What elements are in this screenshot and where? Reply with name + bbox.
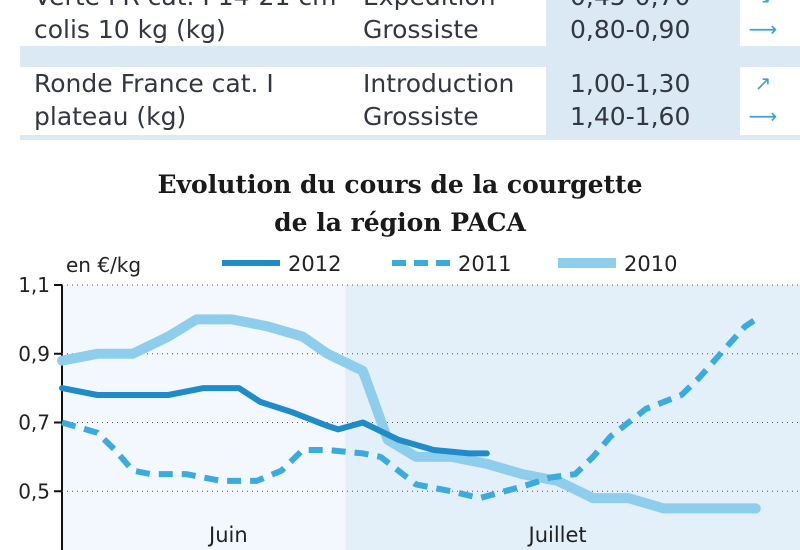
chart-title-line-1: Evolution du cours de la courgette: [157, 170, 643, 199]
chart-legend: 2012 2011 2010: [222, 252, 677, 276]
stage-line: Grossiste: [363, 15, 479, 44]
table-row: Verte FR cat. I 14-21 cm colis 10 kg (kg…: [20, 0, 800, 46]
trend-cell: ↗ ⟶: [738, 67, 788, 133]
product-line: Ronde France cat. I: [34, 69, 274, 98]
trend-cell: ↘ ⟶: [738, 0, 788, 46]
legend-label-2012: 2012: [288, 252, 341, 276]
arrow-up-right-icon: ↗: [754, 71, 772, 95]
y-axis-label: en €/kg: [66, 253, 141, 277]
y-tick-label: 0,9: [18, 342, 50, 366]
x-month-label: Juillet: [527, 523, 587, 547]
table-row: Ronde France cat. I plateau (kg) Introdu…: [20, 67, 800, 135]
product-cell: Ronde France cat. I plateau (kg): [34, 67, 314, 135]
x-month-label: Juin: [207, 523, 248, 547]
stage-cell: Introduction Grossiste: [363, 67, 563, 135]
stage-line: Expédition: [363, 0, 563, 13]
stage-cell: Expédition Grossiste: [363, 0, 563, 46]
y-tick-label: 0,5: [18, 479, 50, 503]
legend-label-2011: 2011: [458, 252, 511, 276]
chart-axes: 0,3 0,5 0,7 0,9 1,1 Juin Juillet: [18, 273, 800, 550]
chart-title-line-2: de la région PACA: [274, 208, 526, 237]
arrow-down-right-icon: ↘: [738, 0, 788, 13]
price-cell: 0,45-0,70 0,80-0,90: [546, 0, 740, 46]
product-line: colis 10 kg (kg): [34, 15, 226, 44]
price-cell: 1,00-1,30 1,40-1,60: [546, 67, 740, 135]
legend-label-2010: 2010: [624, 252, 677, 276]
price-line: 1,00-1,30: [570, 69, 691, 98]
product-line: Verte FR cat. I 14-21 cm: [34, 0, 336, 13]
price-line: 0,45-0,70: [570, 0, 740, 13]
stage-line: Grossiste: [363, 102, 479, 131]
product-line: plateau (kg): [34, 102, 187, 131]
stage-line: Introduction: [363, 69, 515, 98]
chart-series-group: [57, 314, 761, 514]
price-table: Verte FR cat. I 14-21 cm colis 10 kg (kg…: [20, 0, 800, 140]
arrow-right-icon: ⟶: [748, 17, 778, 41]
arrow-right-icon: ⟶: [748, 104, 778, 128]
series-line-2012: [59, 385, 490, 457]
series-line-2010: [57, 314, 761, 514]
price-line: 1,40-1,60: [570, 102, 691, 131]
y-tick-label: 0,3: [18, 548, 50, 550]
price-line: 0,80-0,90: [570, 15, 691, 44]
product-cell: Verte FR cat. I 14-21 cm colis 10 kg (kg…: [34, 0, 336, 46]
y-tick-label: 1,1: [18, 273, 50, 297]
y-tick-label: 0,7: [18, 411, 50, 435]
series-line-2011: [61, 316, 758, 502]
